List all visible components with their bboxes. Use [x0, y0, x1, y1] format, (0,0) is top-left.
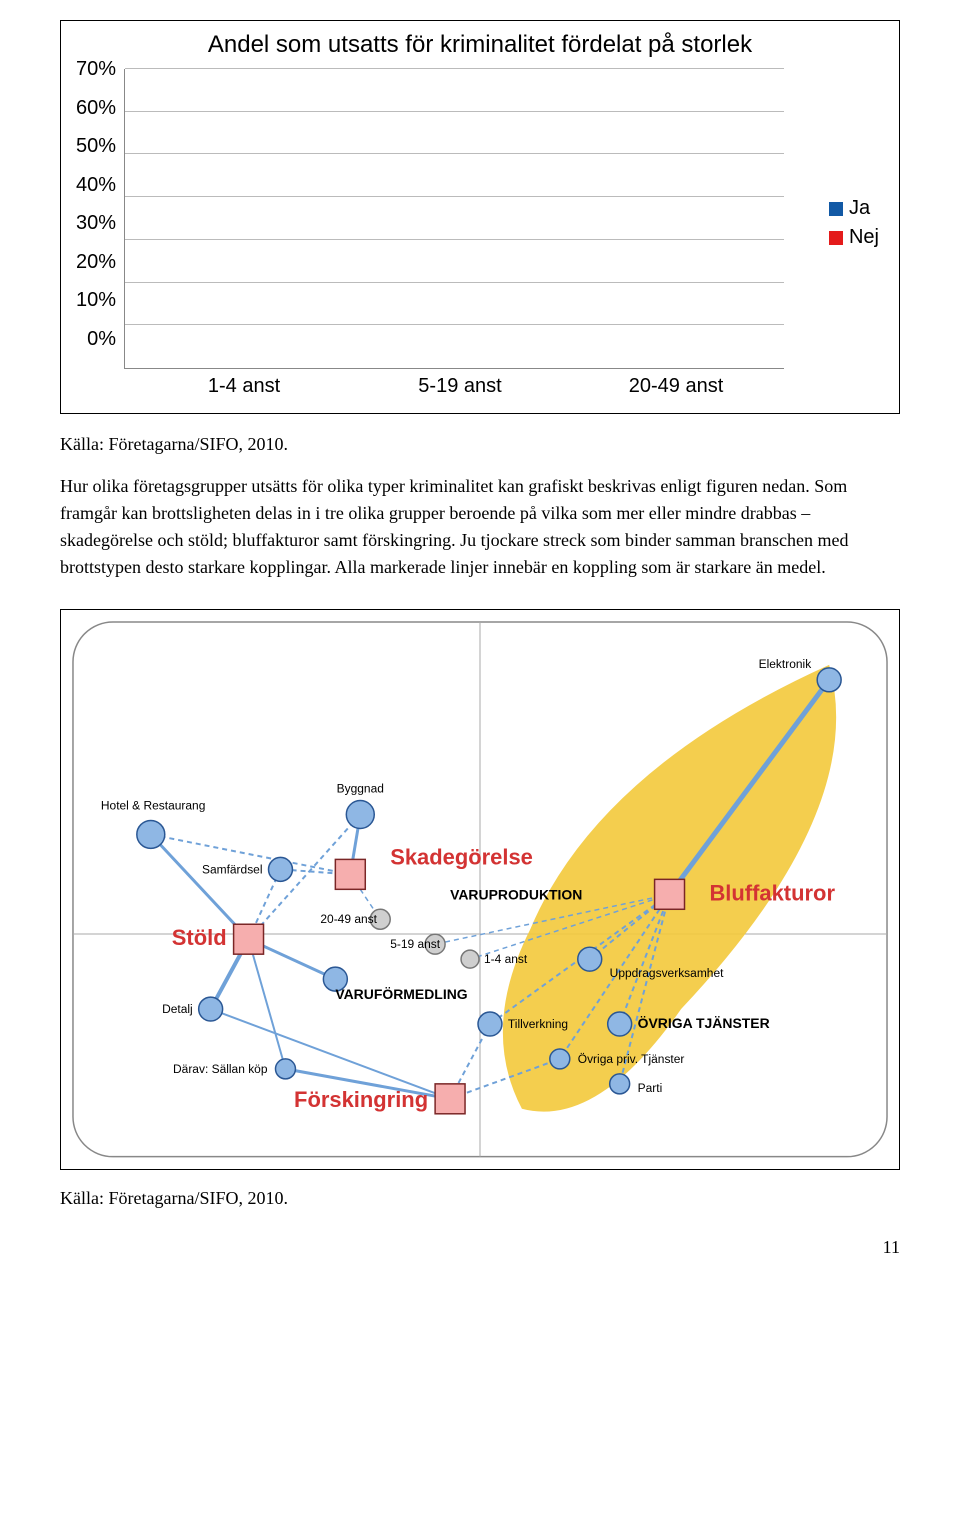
sector-node	[817, 668, 841, 692]
crime-node	[655, 879, 685, 909]
crime-label: Skadegörelse	[390, 844, 533, 869]
y-axis: 70%60%50%40%30%20%10%0%	[76, 69, 124, 369]
sector-node	[137, 820, 165, 848]
sector-label: Tillverkning	[508, 1017, 568, 1031]
x-tick-label: 5-19 anst	[395, 375, 525, 398]
legend-swatch	[829, 231, 843, 245]
legend-item: Nej	[829, 226, 879, 249]
x-tick-label: 1-4 anst	[179, 375, 309, 398]
sector-node	[346, 801, 374, 829]
network-diagram-container: Elektronik Hotel & Restaurang Byggnad Samfä…	[60, 609, 900, 1170]
bar-chart-container: Andel som utsatts för kriminalitet förde…	[60, 20, 900, 414]
sector-node	[269, 857, 293, 881]
sector-node	[578, 947, 602, 971]
crime-node	[335, 859, 365, 889]
sector-node	[461, 950, 479, 968]
sector-label: 1-4 anst	[484, 952, 528, 966]
sector-node	[275, 1059, 295, 1079]
gridline	[125, 111, 784, 112]
sector-label: Detalj	[162, 1002, 193, 1016]
sector-label: Hotel & Restaurang	[101, 799, 205, 813]
gridline	[125, 68, 784, 69]
page-number: 11	[60, 1237, 900, 1258]
gridline	[125, 196, 784, 197]
crime-label: Stöld	[172, 925, 227, 950]
sector-node	[610, 1074, 630, 1094]
body-paragraph: Hur olika företagsgrupper utsätts för ol…	[60, 473, 900, 581]
legend-item: Ja	[829, 197, 879, 220]
chart-legend: Ja Nej	[829, 197, 879, 255]
sector-node	[199, 997, 223, 1021]
sector-label: Samfärdsel	[202, 862, 263, 876]
sector-label: Byggnad	[337, 782, 384, 796]
gridline	[125, 153, 784, 154]
legend-label: Nej	[849, 226, 879, 249]
network-diagram: Elektronik Hotel & Restaurang Byggnad Samfä…	[61, 610, 899, 1169]
bars-row	[125, 69, 784, 368]
sector-label: 20-49 anst	[320, 912, 377, 926]
sector-label: 5-19 anst	[390, 937, 441, 951]
sector-label: Övriga priv. Tjänster	[578, 1052, 685, 1066]
edge	[211, 1009, 450, 1099]
edge	[249, 939, 286, 1069]
chart-title: Andel som utsatts för kriminalitet förde…	[76, 31, 884, 59]
sector-node	[478, 1012, 502, 1036]
gridline	[125, 239, 784, 240]
source-line-1: Källa: Företagarna/SIFO, 2010.	[60, 434, 900, 455]
x-axis-labels: 1-4 anst 5-19 anst 20-49 anst	[136, 375, 784, 398]
sector-label: Parti	[638, 1081, 663, 1095]
sector-label: Uppdragsverksamhet	[610, 966, 724, 980]
gridline	[125, 324, 784, 325]
crime-node	[234, 924, 264, 954]
sector-label: ÖVRIGA TJÄNSTER	[638, 1015, 770, 1031]
crime-label: Bluffakturor	[709, 880, 835, 905]
source-line-2: Källa: Företagarna/SIFO, 2010.	[60, 1188, 900, 1209]
legend-label: Ja	[849, 197, 870, 220]
sector-label: VARUFÖRMEDLING	[335, 986, 467, 1002]
crime-label: Förskingring	[294, 1087, 428, 1112]
sector-node	[608, 1012, 632, 1036]
sector-node	[550, 1049, 570, 1069]
sector-label: VARUPRODUKTION	[450, 886, 582, 902]
x-tick-label: 20-49 anst	[611, 375, 741, 398]
crime-node	[435, 1084, 465, 1114]
chart-area: 70%60%50%40%30%20%10%0%	[76, 69, 884, 369]
sector-label: Därav: Sällan köp	[173, 1062, 268, 1076]
legend-swatch	[829, 202, 843, 216]
sector-label: Elektronik	[759, 657, 812, 671]
gridline	[125, 282, 784, 283]
chart-plot	[124, 69, 784, 369]
